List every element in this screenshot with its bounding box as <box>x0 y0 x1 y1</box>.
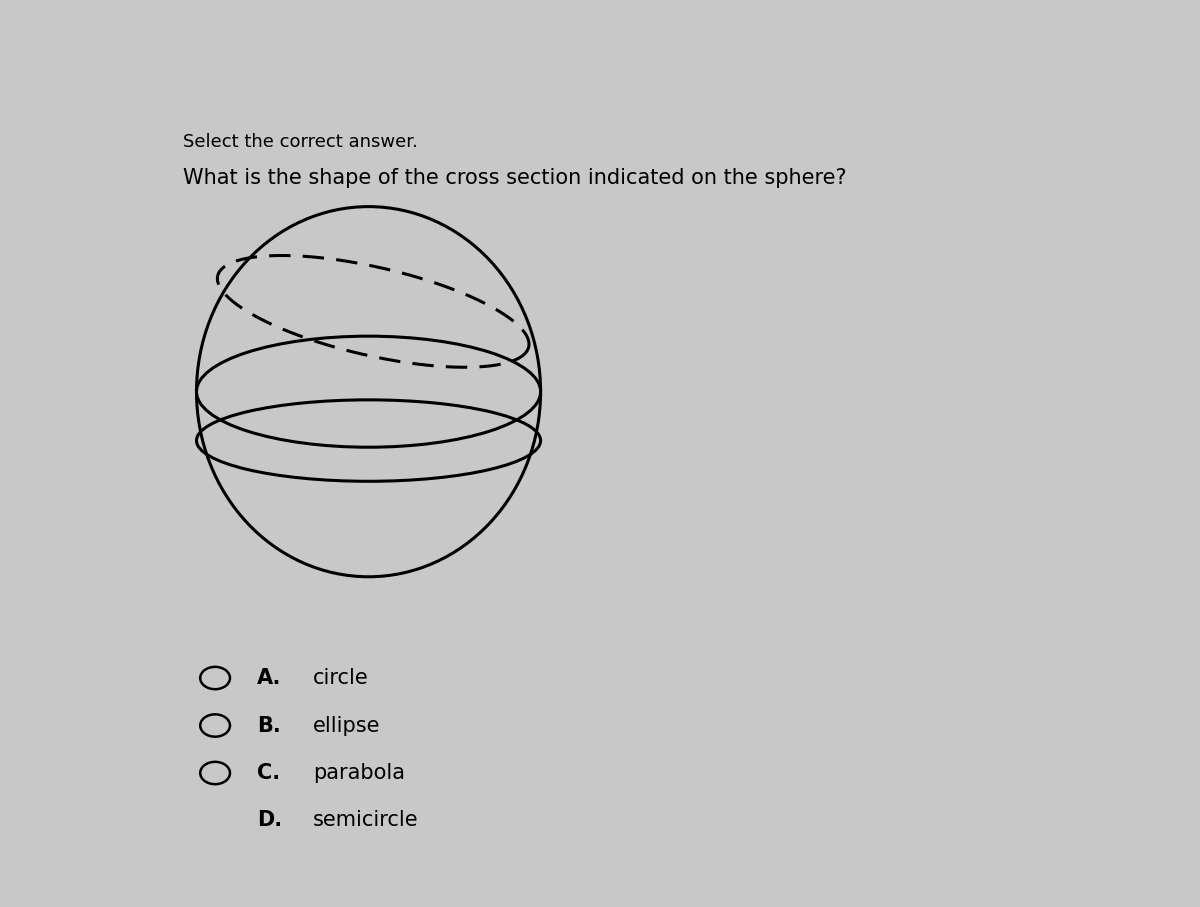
Text: parabola: parabola <box>313 763 404 783</box>
Text: C.: C. <box>257 763 280 783</box>
Text: B.: B. <box>257 716 281 736</box>
Text: semicircle: semicircle <box>313 811 419 831</box>
Text: A.: A. <box>257 668 281 688</box>
Text: Select the correct answer.: Select the correct answer. <box>182 133 418 151</box>
Text: circle: circle <box>313 668 368 688</box>
Text: What is the shape of the cross section indicated on the sphere?: What is the shape of the cross section i… <box>182 168 846 189</box>
Text: ellipse: ellipse <box>313 716 380 736</box>
Text: D.: D. <box>257 811 282 831</box>
